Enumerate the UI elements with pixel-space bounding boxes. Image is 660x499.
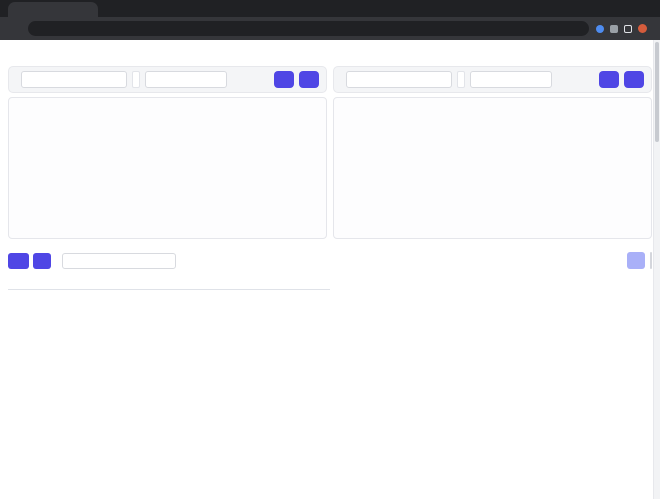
metrics-graph-b[interactable] [333, 97, 652, 239]
address-bar[interactable] [28, 21, 589, 36]
profile-avatar[interactable] [638, 24, 647, 33]
matchers-input[interactable] [132, 71, 140, 88]
metrics-graph-a[interactable] [8, 97, 327, 239]
view-segmented-control [650, 252, 652, 269]
download-pprof-button[interactable] [33, 252, 51, 269]
browser-tab[interactable] [8, 2, 98, 17]
search-button[interactable] [299, 71, 319, 88]
icicle-graph[interactable] [338, 278, 652, 482]
query-panel-b [333, 66, 652, 93]
extension-icon-square[interactable] [624, 24, 632, 33]
matchers-input[interactable] [457, 71, 465, 88]
profile-table [8, 277, 330, 290]
column-header-flat[interactable] [150, 279, 206, 285]
app-header [0, 40, 660, 62]
merge-button[interactable] [599, 71, 619, 88]
profile-explorer [0, 239, 660, 496]
search-button[interactable] [624, 71, 644, 88]
browser-tab-strip [0, 0, 660, 17]
time-range-select[interactable] [145, 71, 227, 88]
page-scrollbar[interactable] [653, 40, 660, 499]
table-pane [8, 239, 330, 496]
extensions-puzzle-icon[interactable] [610, 24, 618, 33]
query-row [0, 62, 660, 95]
column-header-cumulative[interactable] [206, 279, 278, 285]
charts-row [0, 95, 660, 239]
search-nodes-input[interactable] [62, 252, 176, 269]
column-header-diff[interactable] [278, 279, 322, 285]
merge-button[interactable] [274, 71, 294, 88]
time-range-select[interactable] [470, 71, 552, 88]
graph-pane [338, 239, 652, 496]
metric-select[interactable] [21, 71, 127, 88]
scrollbar-thumb[interactable] [655, 42, 659, 142]
column-header-name[interactable] [8, 279, 150, 286]
query-panel-a [8, 66, 327, 93]
upload-profile-icon[interactable] [8, 252, 29, 269]
metric-select[interactable] [346, 71, 452, 88]
browser-toolbar [0, 17, 660, 40]
reset-view-button[interactable] [627, 252, 645, 269]
extension-icon-blue[interactable] [596, 24, 604, 33]
